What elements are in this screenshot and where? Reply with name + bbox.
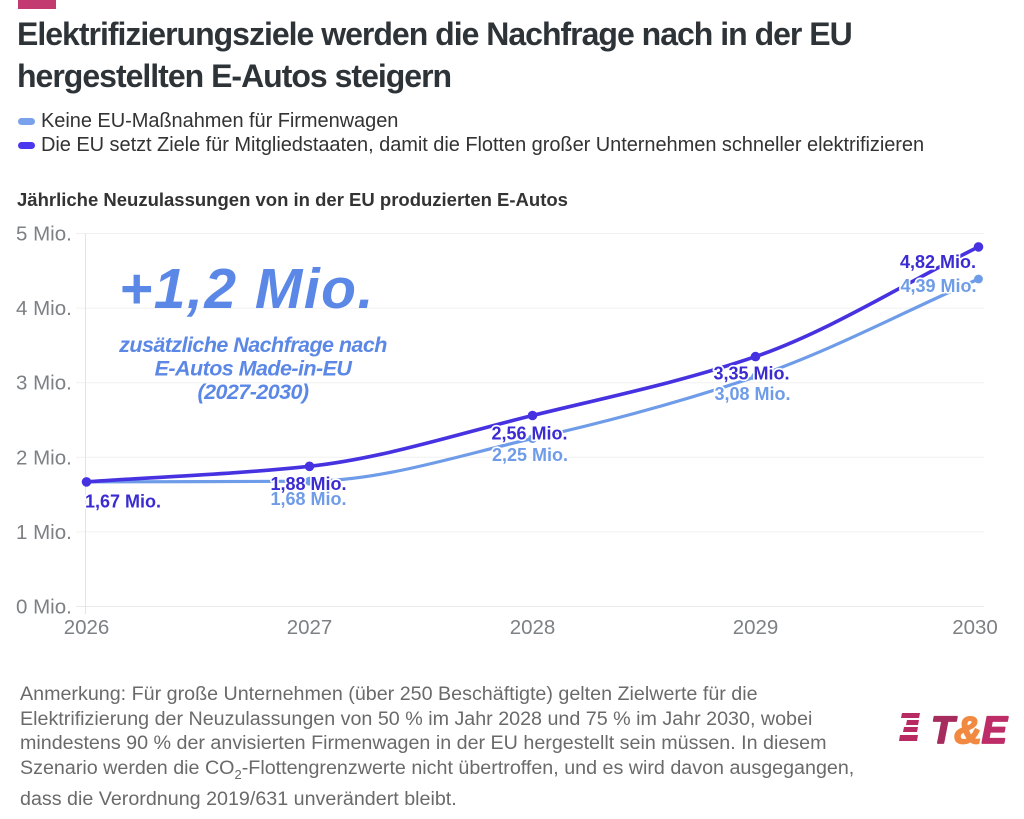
svg-text:zusätzliche Nachfrage nach: zusätzliche Nachfrage nach	[118, 333, 387, 357]
svg-text:4,82 Mio.: 4,82 Mio.	[900, 252, 976, 272]
svg-text:+1,2 Mio.: +1,2 Mio.	[119, 257, 375, 321]
svg-text:5 Mio.: 5 Mio.	[16, 223, 72, 246]
svg-text:2,25 Mio.: 2,25 Mio.	[492, 445, 568, 465]
svg-text:(2027-2030): (2027-2030)	[197, 380, 308, 404]
svg-text:2028: 2028	[510, 616, 556, 639]
svg-text:2,56 Mio.: 2,56 Mio.	[491, 424, 567, 444]
svg-text:1,68 Mio.: 1,68 Mio.	[270, 489, 346, 509]
svg-text:E-Autos Made-in-EU: E-Autos Made-in-EU	[155, 357, 353, 381]
svg-text:T&E: T&E	[931, 710, 1009, 750]
svg-text:2027: 2027	[287, 616, 333, 639]
svg-text:2026: 2026	[64, 616, 110, 639]
svg-text:3,35 Mio.: 3,35 Mio.	[713, 364, 789, 384]
svg-text:3 Mio.: 3 Mio.	[16, 372, 72, 395]
svg-text:0 Mio.: 0 Mio.	[16, 596, 72, 619]
svg-text:4,39 Mio.: 4,39 Mio.	[900, 276, 976, 296]
svg-text:1,88 Mio.: 1,88 Mio.	[270, 474, 346, 494]
svg-text:1 Mio.: 1 Mio.	[16, 521, 72, 544]
svg-text:2029: 2029	[733, 616, 779, 639]
svg-text:2030: 2030	[952, 616, 998, 639]
svg-text:4 Mio.: 4 Mio.	[16, 297, 72, 320]
svg-text:2 Mio.: 2 Mio.	[16, 446, 72, 469]
svg-text:1,67 Mio.: 1,67 Mio.	[85, 492, 161, 512]
svg-text:3,08 Mio.: 3,08 Mio.	[714, 384, 790, 404]
